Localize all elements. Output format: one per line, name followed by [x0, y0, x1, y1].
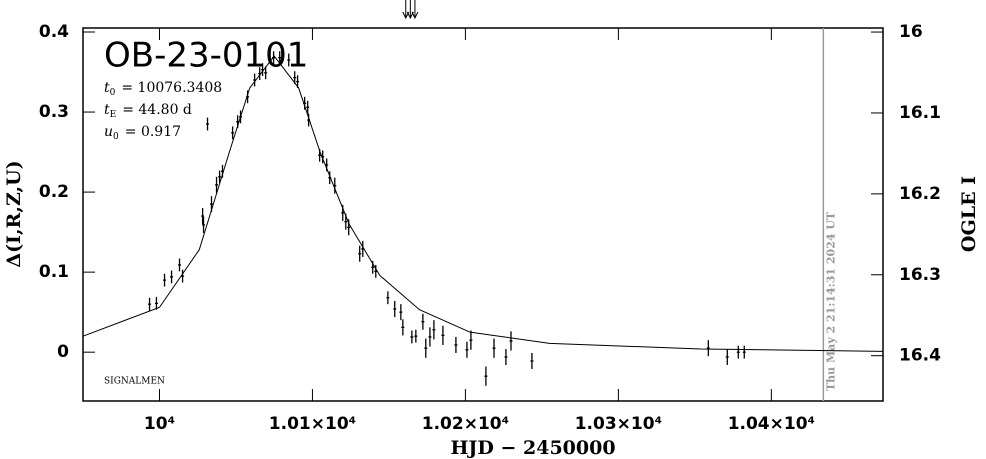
- x-tick-label: 1.01×10⁴: [269, 414, 356, 434]
- param-sub: 0: [110, 88, 116, 98]
- param-text: = 10076.3408: [121, 80, 222, 96]
- plot-frame: [82, 27, 884, 402]
- param-symbol: t: [104, 102, 110, 118]
- x-tick-label: 10⁴: [144, 414, 175, 434]
- y-tick-label: 0: [57, 342, 69, 362]
- y-tick-label: 0.2: [39, 182, 69, 202]
- x-tick-label: 1.04×10⁴: [728, 414, 815, 434]
- y2-tick-label: 16.4: [899, 346, 941, 366]
- credit: SIGNALMEN: [104, 377, 165, 387]
- param-text: = 0.917: [125, 124, 181, 140]
- param: tE = 44.80 d: [104, 102, 192, 120]
- param-sub: E: [110, 110, 117, 120]
- model-curve: [82, 55, 884, 352]
- arrow: [402, 0, 410, 20]
- param-sub: 0: [113, 132, 119, 142]
- param: u0 = 0.917: [104, 124, 181, 142]
- param: t0 = 10076.3408: [104, 80, 222, 98]
- y-tick-label: 0.3: [39, 102, 69, 122]
- param-symbol: u: [104, 124, 113, 140]
- y2-tick-label: 16.3: [899, 265, 941, 285]
- y2-tick-label: 16.1: [899, 103, 941, 123]
- timestamp: Thu May 2 21:14:31 2024 UT: [824, 211, 837, 391]
- y-tick-label: 0.1: [39, 262, 69, 282]
- arrow: [406, 0, 414, 20]
- arrow: [411, 0, 419, 20]
- y-tick-label: 0.4: [39, 22, 69, 42]
- y2-tick-label: 16.2: [899, 184, 941, 204]
- chart-title: OB-23-0101: [104, 36, 308, 76]
- y-axis-label: Δ(I,R,Z,U): [3, 160, 25, 267]
- x-axis-label: HJD − 2450000: [450, 437, 615, 459]
- y2-tick-label: 16: [899, 22, 923, 42]
- x-tick-label: 1.02×10⁴: [422, 414, 509, 434]
- x-tick-label: 1.03×10⁴: [575, 414, 662, 434]
- param-symbol: t: [104, 80, 110, 96]
- param-text: = 44.80 d: [122, 102, 192, 118]
- y2-axis-label: OGLE I: [958, 176, 980, 252]
